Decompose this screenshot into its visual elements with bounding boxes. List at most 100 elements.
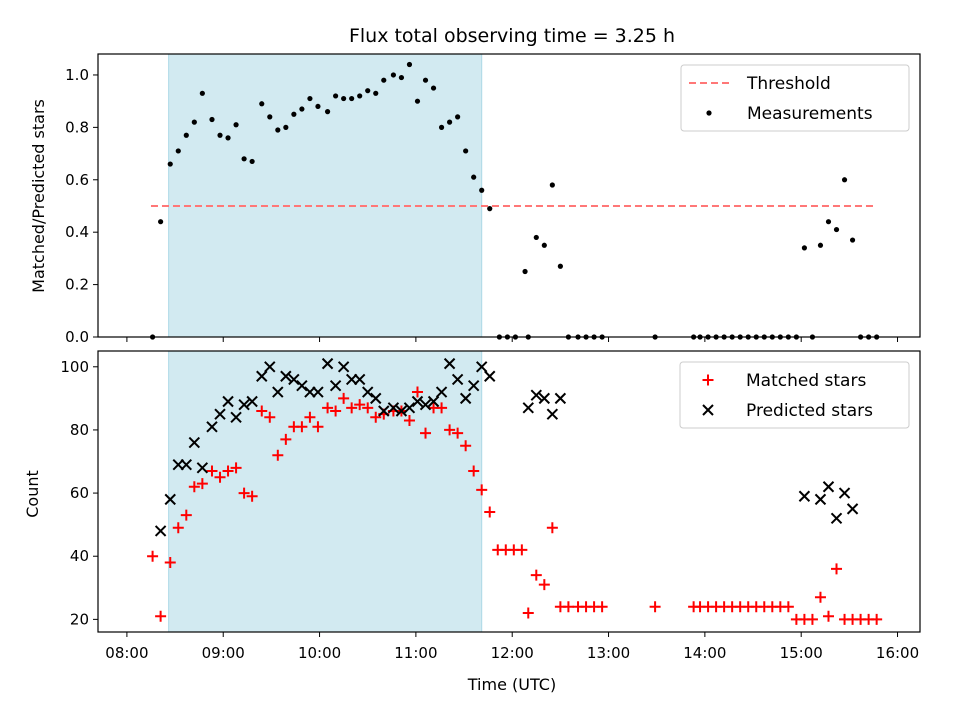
x-tick-label: 15:00 xyxy=(780,644,823,662)
measurement-point xyxy=(275,127,281,133)
measurement-point xyxy=(267,114,273,120)
predicted-star-point xyxy=(451,373,464,386)
measurement-point xyxy=(217,132,223,138)
measurement-point xyxy=(373,90,379,96)
matched-star-point xyxy=(172,522,184,534)
measurement-point xyxy=(191,119,197,125)
legend-label: Threshold xyxy=(746,74,831,94)
predicted-star-point xyxy=(370,392,382,405)
measurement-point xyxy=(455,114,461,120)
predicted-star-point xyxy=(387,402,400,414)
matched-star-point xyxy=(362,402,374,414)
top-y-axis-label: Matched/Predicted stars xyxy=(29,99,48,293)
predicted-star-point xyxy=(822,481,835,493)
matched-star-point xyxy=(196,478,208,490)
legend-matched-swatch xyxy=(702,374,714,386)
measurement-point xyxy=(825,219,832,225)
measurement-point xyxy=(390,72,397,78)
predicted-star-point xyxy=(256,370,268,382)
shaded-span xyxy=(168,53,483,338)
measurement-point xyxy=(841,177,848,183)
measurement-point xyxy=(357,93,363,99)
matched-star-point xyxy=(411,386,423,398)
legend-predicted-swatch xyxy=(702,404,714,416)
measurement-point xyxy=(291,111,297,117)
matched-star-point xyxy=(206,465,218,477)
matched-star-point xyxy=(649,601,661,613)
matched-star-point xyxy=(484,506,496,518)
measurement-point xyxy=(541,242,547,248)
y-tick-label: 0.0 xyxy=(65,328,89,346)
measurement-point xyxy=(801,245,808,251)
measurement-point xyxy=(349,95,355,102)
predicted-star-point xyxy=(196,462,209,474)
x-tick-label: 10:00 xyxy=(298,644,341,662)
measurement-point xyxy=(398,74,405,81)
measurement-point xyxy=(241,156,247,162)
predicted-star-point xyxy=(530,389,543,401)
predicted-star-point xyxy=(362,386,374,398)
x-tick-label: 11:00 xyxy=(394,644,437,662)
measurement-point xyxy=(381,77,387,83)
matched-star-point xyxy=(596,601,608,613)
matched-star-point xyxy=(538,579,550,591)
matched-star-point xyxy=(871,613,883,625)
y-tick-label: 0.4 xyxy=(65,223,89,241)
matched-star-point xyxy=(155,610,167,622)
matched-star-point xyxy=(238,487,250,499)
measurement-point xyxy=(430,85,437,91)
predicted-star-point xyxy=(164,493,176,506)
y-tick-label: 1.0 xyxy=(65,66,89,84)
predicted-star-point xyxy=(296,380,308,392)
matched-star-point xyxy=(831,563,843,575)
predicted-star-point xyxy=(246,395,258,408)
x-tick-label: 13:00 xyxy=(587,644,630,662)
legend-label: Measurements xyxy=(747,104,873,124)
x-tick-label: 14:00 xyxy=(683,644,726,662)
measurement-point xyxy=(225,135,231,141)
predicted-star-point xyxy=(814,493,827,506)
measurement-point xyxy=(209,116,215,123)
predicted-star-point xyxy=(272,386,284,398)
matched-star-point xyxy=(230,462,242,474)
bottom-panel: 20 40 60 80 100 08:00 09:00 10:00 11:00 12:00 13:0… xyxy=(60,350,921,662)
measurement-point xyxy=(487,206,493,212)
measurement-point xyxy=(533,234,539,241)
measurement-point xyxy=(249,158,255,165)
legend-measurement-swatch xyxy=(706,110,712,116)
y-tick-label: 0.6 xyxy=(65,171,89,189)
predicted-star-point xyxy=(459,392,472,405)
measurement-point xyxy=(817,242,824,248)
matched-star-point xyxy=(188,481,200,493)
matched-star-point xyxy=(562,601,574,613)
y-tick-label: 40 xyxy=(70,547,89,565)
predicted-star-point xyxy=(264,361,276,373)
predicted-star-point xyxy=(288,373,300,386)
shaded-span xyxy=(168,350,483,633)
predicted-star-point xyxy=(312,386,324,398)
matched-star-point xyxy=(452,427,464,439)
predicted-star-point xyxy=(522,402,534,414)
predicted-star-point xyxy=(230,411,242,424)
matched-star-point xyxy=(147,550,159,562)
measurement-point xyxy=(341,95,347,102)
measurement-point xyxy=(438,124,445,130)
matched-star-point xyxy=(304,411,316,423)
predicted-star-point xyxy=(830,512,843,525)
x-tick-label: 09:00 xyxy=(202,644,245,662)
x-tick-label: 16:00 xyxy=(876,644,919,662)
matched-star-point xyxy=(272,449,284,461)
predicted-star-point xyxy=(435,386,448,398)
measurement-point xyxy=(479,187,485,193)
bottom-y-axis-label: Count xyxy=(23,470,42,518)
measurement-point xyxy=(549,182,555,188)
matched-star-point xyxy=(322,402,334,414)
matched-star-point xyxy=(338,392,350,404)
predicted-star-point xyxy=(238,398,250,411)
measurement-point xyxy=(471,174,477,180)
measurement-point xyxy=(233,122,239,128)
matched-star-point xyxy=(246,490,258,502)
measurement-point xyxy=(557,263,563,269)
measurement-point xyxy=(463,148,469,154)
